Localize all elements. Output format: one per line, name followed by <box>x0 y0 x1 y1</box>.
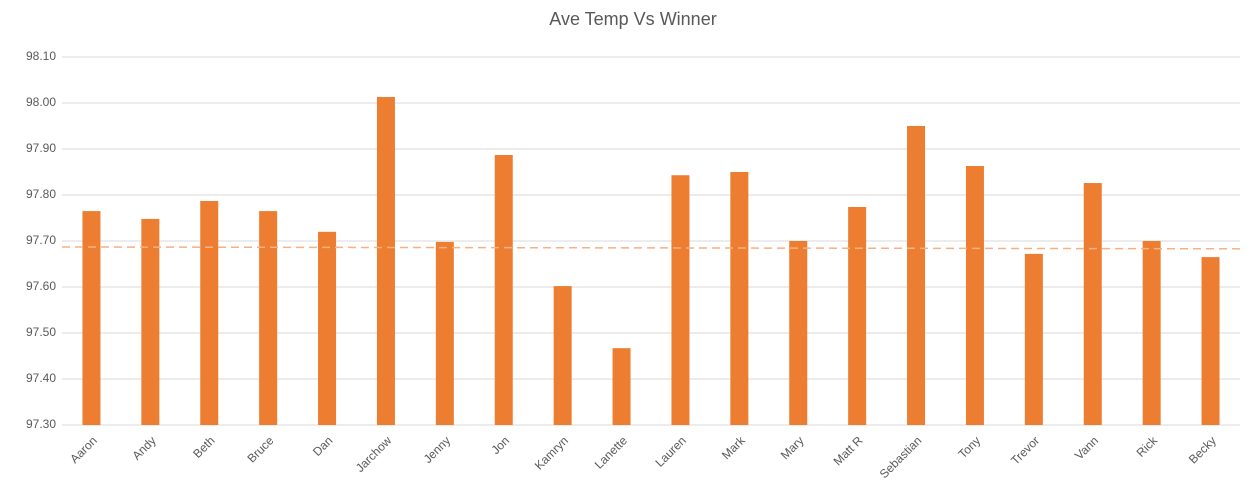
y-tick-label: 97.80 <box>26 187 56 201</box>
bar <box>1201 257 1220 425</box>
x-tick-label: Vann <box>1072 433 1101 462</box>
x-tick-label: Tony <box>955 433 983 461</box>
bar <box>671 175 690 425</box>
x-tick-label: Kamryn <box>532 433 571 472</box>
x-tick-label: Matt R <box>831 433 866 468</box>
x-tick-label: Jenny <box>421 433 454 466</box>
bar <box>494 154 513 426</box>
bar <box>907 126 926 425</box>
x-tick-label: Trevor <box>1008 433 1042 467</box>
bar <box>376 97 395 426</box>
x-tick-label: Jarchow <box>353 433 395 475</box>
x-tick-label: Lauren <box>652 433 688 469</box>
y-tick-label: 97.70 <box>26 233 56 247</box>
x-tick-label: Bruce <box>244 433 276 465</box>
bar <box>553 286 572 425</box>
x-tick-label: Aaron <box>67 433 100 466</box>
x-tick-label: Jon <box>489 433 513 457</box>
x-tick-label: Dan <box>310 433 335 458</box>
bar <box>200 200 219 425</box>
bar <box>965 166 984 425</box>
x-tick-label: Mark <box>719 433 748 462</box>
y-tick-label: 97.40 <box>26 371 56 385</box>
bar <box>82 211 101 425</box>
y-tick-label: 97.50 <box>26 325 56 339</box>
chart-title: Ave Temp Vs Winner <box>549 9 716 29</box>
y-tick-label: 97.90 <box>26 141 56 155</box>
bar <box>1142 241 1161 425</box>
bar <box>612 348 631 425</box>
y-tick-label: 98.10 <box>26 49 56 63</box>
x-tick-label: Sebastian <box>877 433 925 481</box>
bar <box>435 241 454 425</box>
bar <box>789 241 808 425</box>
x-tick-label: Mary <box>778 433 807 462</box>
x-tick-label: Rick <box>1134 433 1161 460</box>
bar <box>259 211 278 425</box>
bar <box>730 172 749 425</box>
y-tick-label: 97.60 <box>26 279 56 293</box>
x-tick-label: Andy <box>129 433 158 462</box>
bar <box>1024 253 1043 425</box>
trendline <box>61 246 1241 250</box>
bar <box>848 206 867 425</box>
y-tick-label: 98.00 <box>26 95 56 109</box>
x-tick-label: Becky <box>1186 433 1219 466</box>
x-tick-label: Lanette <box>592 433 630 471</box>
y-tick-label: 97.30 <box>26 417 56 431</box>
bar <box>141 218 160 425</box>
x-tick-label: Beth <box>190 433 217 460</box>
bar <box>318 231 337 425</box>
bar <box>1083 183 1102 425</box>
